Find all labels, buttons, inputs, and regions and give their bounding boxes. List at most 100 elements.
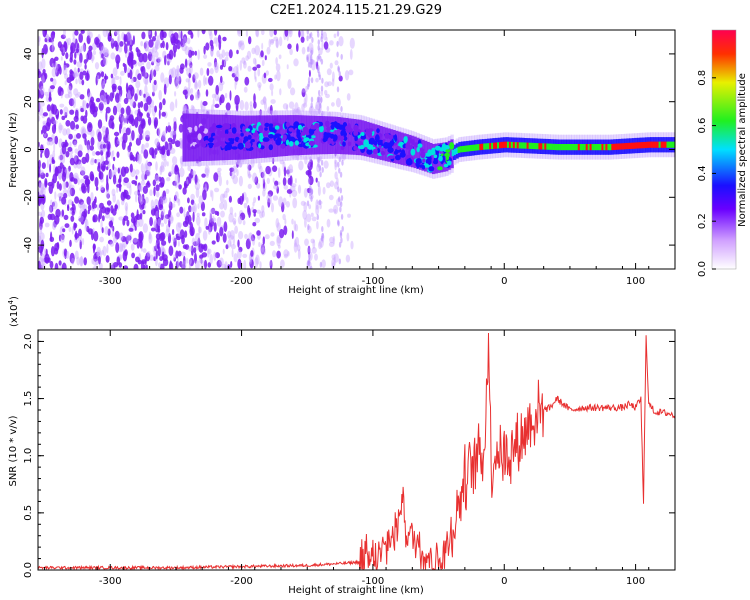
- noise-speck: [173, 254, 176, 260]
- noise-speck: [212, 217, 217, 222]
- signal-blob: [416, 146, 420, 153]
- noise-speck: [200, 100, 203, 110]
- noise-speck: [197, 79, 202, 89]
- noise-speck: [53, 164, 56, 176]
- noise-speck: [243, 202, 248, 209]
- noise-speck: [151, 46, 155, 56]
- signal-blob: [296, 132, 302, 139]
- noise-speck: [244, 101, 249, 111]
- noise-speck: [61, 209, 65, 217]
- noise-speck: [43, 91, 49, 96]
- noise-streak: [310, 54, 313, 61]
- noise-speck: [67, 199, 73, 206]
- signal-core: [542, 143, 545, 150]
- noise-speck: [146, 250, 151, 257]
- noise-speck: [261, 42, 264, 50]
- noise-speck: [270, 39, 274, 44]
- signal-core: [469, 145, 472, 152]
- noise-speck: [63, 106, 69, 116]
- noise-speck: [233, 66, 239, 76]
- noise-speck: [167, 60, 170, 66]
- noise-speck: [144, 130, 151, 138]
- noise-speck: [144, 41, 149, 52]
- noise-speck: [258, 84, 261, 91]
- noise-speck: [303, 97, 307, 106]
- noise-speck: [259, 261, 262, 269]
- signal-core: [540, 143, 543, 150]
- signal-blob: [285, 139, 290, 146]
- noise-speck: [62, 228, 66, 233]
- noise-speck: [304, 217, 307, 228]
- noise-speck: [74, 30, 79, 36]
- noise-speck: [154, 148, 158, 155]
- noise-speck: [116, 138, 121, 145]
- noise-streak: [340, 237, 343, 244]
- noise-speck: [199, 258, 203, 264]
- noise-speck: [326, 182, 331, 189]
- noise-speck: [116, 151, 120, 158]
- signal-core: [627, 142, 630, 150]
- noise-speck: [176, 212, 181, 218]
- noise-speck: [215, 84, 219, 95]
- signal-blob: [387, 147, 394, 154]
- noise-speck: [165, 228, 170, 237]
- noise-speck: [190, 32, 194, 39]
- noise-speck: [60, 91, 63, 99]
- noise-speck: [288, 164, 294, 173]
- noise-speck: [108, 220, 113, 228]
- noise-speck: [210, 189, 213, 198]
- noise-speck: [158, 127, 161, 138]
- noise-speck: [130, 212, 135, 219]
- noise-speck: [307, 169, 312, 178]
- noise-speck: [90, 157, 95, 163]
- noise-speck: [51, 133, 56, 144]
- signal-core: [495, 142, 498, 149]
- noise-speck: [48, 205, 53, 213]
- noise-speck: [177, 222, 182, 228]
- noise-speck: [42, 112, 49, 117]
- noise-speck: [95, 186, 99, 191]
- signal-blob: [405, 158, 413, 166]
- noise-speck: [103, 49, 108, 57]
- noise-speck: [154, 138, 160, 146]
- noise-speck: [333, 253, 339, 263]
- noise-speck: [202, 101, 208, 106]
- noise-speck: [334, 161, 337, 171]
- signal-core: [554, 143, 557, 151]
- noise-speck: [270, 99, 276, 104]
- signal-blob: [372, 148, 378, 155]
- noise-speck: [287, 177, 292, 185]
- signal-band: [413, 136, 417, 169]
- signal-blob: [274, 133, 282, 137]
- noise-speck: [174, 76, 179, 87]
- noise-speck: [170, 35, 177, 46]
- noise-speck: [291, 189, 298, 198]
- noise-speck: [296, 244, 301, 252]
- noise-speck: [269, 83, 274, 91]
- noise-speck: [200, 244, 206, 250]
- signal-core: [662, 141, 665, 148]
- noise-streak: [316, 214, 319, 221]
- snr-x-ticks: -300 -200 -100 0 100: [44, 330, 676, 587]
- noise-speck: [132, 156, 136, 162]
- noise-speck: [269, 260, 272, 266]
- signal-blob: [220, 141, 226, 149]
- noise-speck: [143, 42, 147, 49]
- noise-speck: [86, 30, 91, 36]
- noise-speck: [139, 195, 144, 205]
- noise-speck: [315, 204, 320, 216]
- signal-core: [577, 144, 580, 151]
- noise-speck: [225, 244, 229, 250]
- snr-y-label: SNR (10 * v/v): [8, 415, 19, 486]
- noise-speck: [242, 253, 248, 258]
- noise-speck: [77, 177, 80, 186]
- noise-speck: [69, 252, 75, 264]
- noise-speck: [75, 78, 78, 85]
- noise-speck: [82, 99, 85, 109]
- noise-speck: [228, 66, 233, 72]
- noise-speck: [113, 40, 118, 47]
- signal-core: [564, 144, 567, 151]
- noise-speck: [108, 169, 111, 180]
- noise-speck: [129, 151, 133, 161]
- noise-speck: [166, 177, 171, 182]
